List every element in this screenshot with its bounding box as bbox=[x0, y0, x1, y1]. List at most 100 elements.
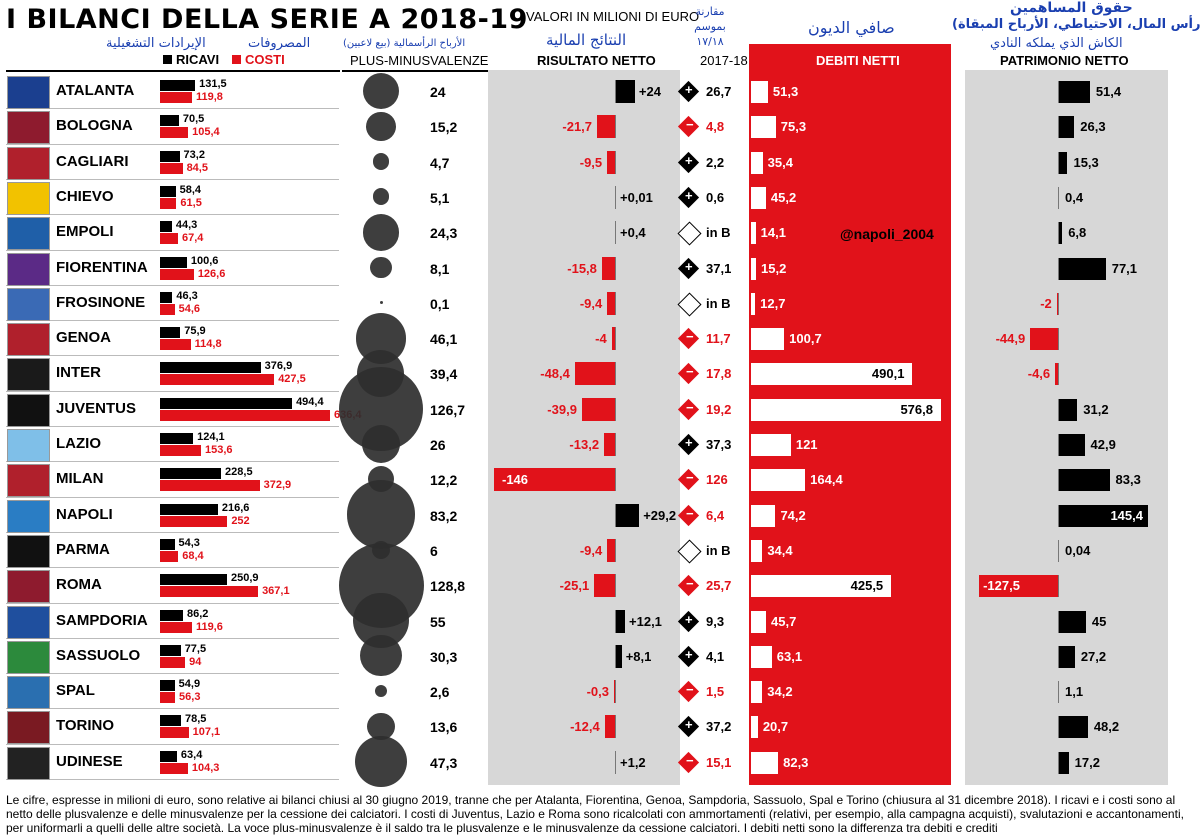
debt-bar bbox=[751, 116, 776, 139]
team-name: ROMA bbox=[56, 576, 102, 594]
footnote: Le cifre, espresse in milioni di euro, s… bbox=[6, 793, 1184, 835]
net-result-value: +8,1 bbox=[625, 648, 652, 664]
risultato-header: RISULTATO NETTO bbox=[537, 53, 656, 68]
equity-value: 83,3 bbox=[1115, 472, 1141, 488]
trend-sign-symbol: − bbox=[686, 682, 694, 698]
row-separator bbox=[6, 108, 339, 110]
ricavi-bar bbox=[160, 503, 218, 515]
debt-value: 51,3 bbox=[772, 84, 799, 99]
equity-bar bbox=[1030, 328, 1058, 351]
net-zero-line bbox=[615, 644, 616, 668]
team-logo bbox=[7, 746, 50, 780]
team-logo bbox=[7, 358, 50, 392]
debt-value: 35,4 bbox=[767, 154, 793, 170]
costi-legend-swatch bbox=[232, 55, 241, 64]
debt-bar bbox=[751, 469, 806, 492]
previous-result-value: 19,2 bbox=[706, 401, 732, 417]
debt-value: 490,1 bbox=[871, 366, 905, 382]
arabic-equity-sub1: (رأس المال، الاحتياطي، الأرباح المبقاة) bbox=[952, 17, 1200, 32]
plusminus-bubble bbox=[355, 735, 407, 788]
debt-value: 425,5 bbox=[850, 578, 884, 594]
team-logo bbox=[7, 252, 50, 286]
debt-bar bbox=[751, 398, 941, 421]
trend-sign-symbol: + bbox=[685, 611, 693, 627]
debt-value: 100,7 bbox=[789, 331, 822, 347]
trend-sign-symbol: − bbox=[686, 576, 694, 592]
plusminus-value: 15,2 bbox=[430, 119, 458, 136]
previous-result-value: 4,1 bbox=[706, 648, 725, 664]
row-separator bbox=[6, 214, 339, 216]
plusminus-value: 39,4 bbox=[430, 366, 458, 383]
costi-bar bbox=[160, 92, 192, 103]
net-zero-line bbox=[615, 80, 616, 103]
ricavi-value: 75,9 bbox=[184, 325, 206, 338]
plusminus-value: 2,6 bbox=[430, 684, 450, 701]
equity-value: 48,2 bbox=[1093, 719, 1120, 735]
equity-value: 45 bbox=[1091, 613, 1107, 629]
debt-bar bbox=[751, 257, 756, 280]
costi-bar bbox=[160, 656, 186, 668]
equity-zero-line bbox=[1058, 186, 1059, 209]
row-separator bbox=[6, 284, 339, 286]
ricavi-value: 46,3 bbox=[176, 289, 198, 302]
patrimonio-header: PATRIMONIO NETTO bbox=[1000, 53, 1129, 68]
equity-bar bbox=[979, 575, 1058, 598]
costi-header: COSTI bbox=[245, 52, 285, 67]
previous-result-value: 37,1 bbox=[706, 260, 732, 276]
subtitle: VALORI IN MILIONI DI EURO bbox=[526, 9, 700, 24]
net-zero-line bbox=[615, 362, 616, 386]
plusminus-value: 13,6 bbox=[430, 719, 458, 736]
equity-zero-line bbox=[1058, 292, 1059, 315]
plusminus-value: 24 bbox=[430, 84, 446, 100]
net-result-value: -9,5 bbox=[579, 154, 603, 170]
team-logo bbox=[7, 111, 50, 145]
equity-value: 42,9 bbox=[1090, 437, 1116, 452]
net-result-bar bbox=[607, 291, 615, 315]
ricavi-bar bbox=[160, 715, 181, 727]
net-zero-line bbox=[615, 150, 616, 174]
team-name: FROSINONE bbox=[56, 293, 146, 311]
debt-value: 15,2 bbox=[761, 260, 787, 276]
costi-value: 252 bbox=[231, 514, 250, 527]
net-zero-line bbox=[615, 538, 616, 562]
equity-value: -4,6 bbox=[1027, 366, 1051, 382]
row-separator bbox=[6, 178, 339, 180]
equity-zero-line bbox=[1058, 434, 1059, 456]
net-zero-line bbox=[615, 433, 616, 456]
team-logo bbox=[7, 287, 50, 321]
page-title: I BILANCI DELLA SERIE A 2018-19 bbox=[6, 4, 528, 35]
debt-value: 576,8 bbox=[900, 401, 933, 417]
debt-bar bbox=[751, 716, 758, 739]
ricavi-bar bbox=[160, 185, 176, 197]
team-logo bbox=[7, 181, 50, 215]
net-zero-line bbox=[615, 503, 616, 527]
costi-bar bbox=[160, 480, 260, 492]
costi-bar bbox=[160, 550, 179, 562]
ricavi-bar bbox=[160, 397, 293, 409]
ricavi-value: 78,5 bbox=[184, 713, 207, 726]
net-result-value: +0,01 bbox=[620, 189, 653, 205]
net-result-value: -15,8 bbox=[567, 260, 597, 276]
team-logo bbox=[7, 393, 50, 427]
equity-zero-line bbox=[1058, 398, 1059, 421]
net-zero-line bbox=[615, 115, 616, 139]
arabic-revenues-label: الإيرادات التشغيلية bbox=[106, 36, 206, 51]
watermark: @napoli_2004 bbox=[840, 226, 934, 242]
debt-value: 164,4 bbox=[810, 472, 843, 488]
team-logo bbox=[7, 534, 50, 568]
costi-value: 105,4 bbox=[192, 126, 220, 139]
team-name: UDINESE bbox=[56, 752, 123, 770]
plusminus-value: 46,1 bbox=[430, 331, 458, 348]
plusminus-value: 26 bbox=[430, 437, 446, 453]
ricavi-bar bbox=[160, 609, 184, 621]
plusminus-bubble bbox=[379, 301, 383, 305]
equity-bar bbox=[1058, 398, 1078, 421]
ricavi-value: 376,9 bbox=[264, 360, 293, 373]
team-name: SAMPDORIA bbox=[56, 611, 148, 629]
net-zero-line bbox=[615, 221, 616, 245]
debt-value: 34,2 bbox=[767, 684, 793, 700]
equity-value: 145,4 bbox=[1110, 507, 1143, 523]
trend-sign-symbol: + bbox=[685, 646, 693, 662]
equity-bar bbox=[1058, 434, 1085, 456]
debt-value: 20,7 bbox=[762, 719, 789, 735]
